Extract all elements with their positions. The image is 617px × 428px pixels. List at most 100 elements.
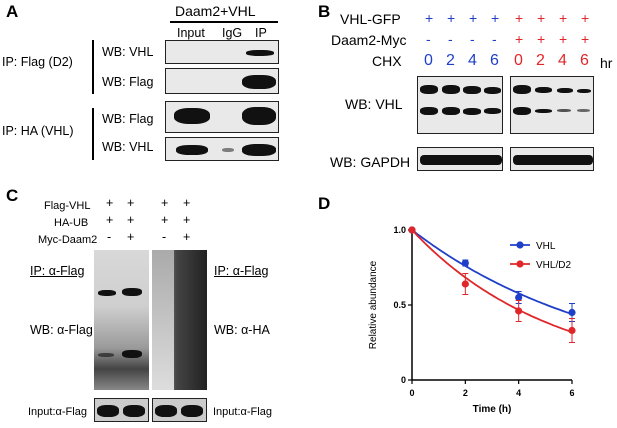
x-tick-label: 0 <box>409 388 414 398</box>
sign: + <box>183 213 191 227</box>
chx-label: CHX <box>372 53 402 69</box>
daam-sign: + <box>537 31 546 47</box>
time-label: 6 <box>490 52 499 69</box>
x-tick-label: 6 <box>569 388 574 398</box>
time-label: 2 <box>446 52 455 69</box>
vhl-sign: + <box>425 10 434 26</box>
panel-letter-d: D <box>318 194 331 213</box>
sign: + <box>127 230 135 244</box>
daam2-myc-label: Daam2-Myc <box>331 32 407 48</box>
y-tick-label: 0.5 <box>393 300 406 310</box>
lane-igg: IgG <box>222 26 243 40</box>
blot-c-left <box>94 250 149 390</box>
time-label: 2 <box>536 52 545 69</box>
vhl-sign: + <box>559 10 568 26</box>
sign: - <box>107 230 112 244</box>
wb-flag-c: WB: α-Flag <box>30 323 93 337</box>
blot-a4 <box>165 137 279 161</box>
ip-flag-left: IP: α-Flag <box>30 264 85 278</box>
myc-daam2-row: Myc-Daam2 <box>38 234 98 246</box>
daam2-vhl-header: Daam2+VHL <box>175 3 256 19</box>
vhl-gfp-label: VHL-GFP <box>340 11 401 27</box>
ha-ub-row: HA-UB <box>54 217 89 229</box>
ip-flag-label: IP: Flag (D2) <box>2 55 73 69</box>
data-point <box>408 226 416 234</box>
daam-sign: + <box>559 31 568 47</box>
decay-chart: 0 2 4 6 0 0.5 1.0 Time (h) Relative abundance VHL… <box>368 225 576 415</box>
y-axis-label: Relative abundance <box>368 260 379 349</box>
blot-a2 <box>165 68 279 94</box>
x-tick-label: 4 <box>516 388 521 398</box>
sign: + <box>183 230 191 244</box>
y-tick-label: 0 <box>401 375 406 385</box>
time-label: 6 <box>580 52 589 69</box>
panel-letter-c: C <box>6 186 19 205</box>
sign: + <box>161 213 169 227</box>
flag-vhl-row: Flag-VHL <box>44 200 91 212</box>
data-point <box>515 307 523 315</box>
data-point <box>568 308 576 317</box>
blot-a3 <box>165 101 279 133</box>
wb-ha-c: WB: α-HA <box>214 323 270 337</box>
time-label: 0 <box>424 52 433 69</box>
wb-vhl-b: WB: VHL <box>345 96 403 112</box>
time-label: 4 <box>468 52 477 69</box>
x-tick-label: 2 <box>463 388 468 398</box>
vhl-sign: + <box>581 10 590 26</box>
wb-gapdh-b: WB: GAPDH <box>330 154 411 170</box>
time-label: 0 <box>514 52 523 69</box>
input-flag-right: Input:α-Flag <box>213 406 272 418</box>
blot-c-input-right <box>152 398 207 422</box>
lane-ip: IP <box>255 26 267 40</box>
daam-sign: - <box>470 31 475 47</box>
daam-sign: + <box>581 31 590 47</box>
daam-sign: + <box>515 31 524 47</box>
blot-c-right <box>152 250 207 390</box>
daam-sign: - <box>492 31 497 47</box>
fit-line-1 <box>411 229 573 333</box>
vhl-sign: + <box>537 10 546 26</box>
header-underline <box>170 21 278 23</box>
sign: + <box>127 213 135 227</box>
wb-flag-1: WB: Flag <box>102 75 154 89</box>
hr-unit: hr <box>600 55 613 71</box>
vhl-sign: + <box>515 10 524 26</box>
data-point <box>461 259 469 267</box>
bracket-a2 <box>92 108 94 160</box>
legend-label: VHL/D2 <box>536 260 571 271</box>
ip-ha-label: IP: HA (VHL) <box>2 124 74 138</box>
wb-vhl-2: WB: VHL <box>102 140 154 154</box>
legend-marker <box>516 241 524 249</box>
daam-sign: - <box>426 31 431 47</box>
sign: + <box>183 196 191 210</box>
wb-flag-2: WB: Flag <box>102 112 154 126</box>
y-tick-label: 1.0 <box>393 225 406 235</box>
blot-b-gapdh-left <box>417 147 503 171</box>
sign: + <box>106 213 114 227</box>
data-point <box>515 293 523 302</box>
lane-input: Input <box>177 26 205 40</box>
blot-a1 <box>165 40 279 64</box>
panel-letter-a: A <box>6 2 19 21</box>
vhl-sign: + <box>491 10 500 26</box>
blot-b-right <box>510 76 594 134</box>
legend-label: VHL <box>536 241 556 252</box>
data-point <box>461 280 469 288</box>
sign: + <box>161 196 169 210</box>
wb-vhl-1: WB: VHL <box>102 45 154 59</box>
sign: - <box>162 230 167 244</box>
blot-b-gapdh-right <box>510 147 594 171</box>
vhl-sign: + <box>469 10 478 26</box>
data-point <box>568 326 576 335</box>
ip-flag-right: IP: α-Flag <box>214 264 269 278</box>
sign: + <box>106 196 114 210</box>
fit-line-0 <box>411 229 573 315</box>
sign: + <box>127 196 135 210</box>
input-flag-left: Input:α-Flag <box>28 406 87 418</box>
bracket-a1 <box>92 40 94 94</box>
time-label: 4 <box>558 52 567 69</box>
legend-marker <box>516 260 524 268</box>
daam-sign: - <box>448 31 453 47</box>
x-axis-label: Time (h) <box>473 404 512 415</box>
panel-letter-b: B <box>318 2 331 21</box>
